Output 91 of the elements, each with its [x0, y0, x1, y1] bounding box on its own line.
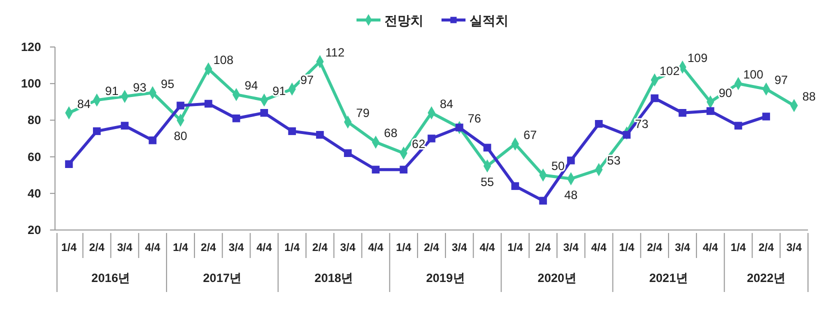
point — [650, 94, 658, 102]
data-label: 53 — [607, 154, 621, 168]
x-tick-label: 2/4 — [646, 242, 664, 254]
point — [92, 127, 101, 136]
data-label: 91 — [105, 84, 119, 98]
text: 2018년 — [314, 271, 354, 285]
x-tick-label: 4/4 — [368, 242, 384, 254]
x-tick-label: 3/4 — [452, 242, 468, 254]
point — [483, 144, 492, 152]
x-tick-label: 1/4 — [730, 242, 747, 254]
x-tick-label: 3/4 — [786, 242, 803, 254]
data-label: 94 — [244, 78, 258, 93]
text: 2017년 — [202, 271, 242, 285]
data-label: 68 — [384, 126, 398, 140]
x-tick-label: 1/4 — [284, 242, 301, 254]
point — [762, 112, 770, 120]
text: 2016년 — [91, 271, 130, 285]
y-tick-label: 40 — [28, 186, 42, 200]
x-tick-label: 3/4 — [340, 242, 356, 254]
text: 2022년 — [746, 271, 786, 285]
point — [260, 109, 268, 117]
x-tick-label: 4/4 — [256, 242, 273, 254]
x-tick-label: 2/4 — [424, 242, 440, 254]
x-tick-label: 3/4 — [674, 242, 692, 254]
point — [176, 102, 184, 110]
legend-label: 전망치 — [384, 13, 424, 28]
x-tick-label: 1/4 — [396, 242, 412, 254]
data-label: 76 — [468, 112, 482, 126]
x-tick-label: 2/4 — [200, 242, 217, 254]
point — [734, 122, 742, 130]
data-label: 112 — [325, 46, 345, 60]
point — [428, 134, 436, 142]
x-tick-label: 2/4 — [89, 242, 106, 254]
point — [539, 196, 547, 205]
data-label: 62 — [412, 137, 426, 152]
point — [120, 122, 129, 130]
data-label: 97 — [300, 73, 314, 88]
data-label: 84 — [440, 96, 454, 111]
x-tick-label: 2/4 — [758, 242, 775, 254]
data-label: 48 — [564, 188, 578, 202]
point — [511, 182, 520, 190]
y-tick-label: 80 — [28, 113, 42, 128]
point — [706, 107, 714, 115]
x-tick-label: 4/4 — [702, 242, 719, 254]
point — [288, 127, 296, 136]
data-label: 93 — [133, 80, 147, 94]
data-label: 88 — [802, 90, 816, 104]
point — [567, 156, 575, 164]
point — [65, 160, 73, 168]
data-label: 67 — [523, 128, 538, 142]
data-label: 50 — [551, 159, 566, 174]
point — [148, 136, 156, 144]
text: 2021년 — [649, 271, 688, 285]
x-tick-label: 1/4 — [172, 242, 190, 254]
point — [316, 130, 324, 139]
y-tick-label: 60 — [28, 150, 42, 164]
y-tick-label: 20 — [28, 223, 42, 237]
point — [594, 120, 603, 128]
x-tick-label: 1/4 — [61, 242, 78, 254]
data-label: 55 — [480, 174, 494, 189]
x-tick-label: 4/4 — [144, 242, 162, 254]
point — [400, 166, 408, 174]
point — [232, 114, 240, 122]
data-label: 73 — [635, 117, 649, 132]
data-label: 97 — [774, 73, 788, 88]
point — [456, 124, 464, 132]
x-tick-label: 3/4 — [563, 242, 580, 254]
x-tick-label: 1/4 — [508, 242, 524, 254]
point — [678, 109, 686, 117]
data-label: 109 — [687, 51, 708, 66]
point — [372, 166, 380, 174]
data-label: 80 — [174, 129, 188, 144]
data-label: 95 — [160, 76, 175, 91]
text: 2020년 — [538, 271, 576, 285]
y-tick-label: 120 — [20, 40, 42, 54]
x-tick-label: 2/4 — [535, 242, 552, 254]
data-label: 108 — [213, 52, 234, 67]
x-tick-label: 3/4 — [228, 242, 245, 254]
point — [204, 100, 212, 108]
point — [622, 130, 631, 139]
x-tick-label: 4/4 — [480, 242, 496, 254]
x-tick-label: 2/4 — [312, 242, 328, 254]
x-tick-label: 4/4 — [591, 242, 608, 254]
legend-label: 실적치 — [470, 13, 508, 28]
text: 2019년 — [426, 271, 465, 285]
x-tick-label: 3/4 — [117, 242, 134, 254]
y-tick-label: 100 — [20, 76, 42, 91]
data-label: 79 — [356, 106, 370, 120]
data-label: 100 — [743, 68, 764, 82]
point — [344, 149, 352, 158]
x-tick-label: 1/4 — [619, 242, 636, 254]
